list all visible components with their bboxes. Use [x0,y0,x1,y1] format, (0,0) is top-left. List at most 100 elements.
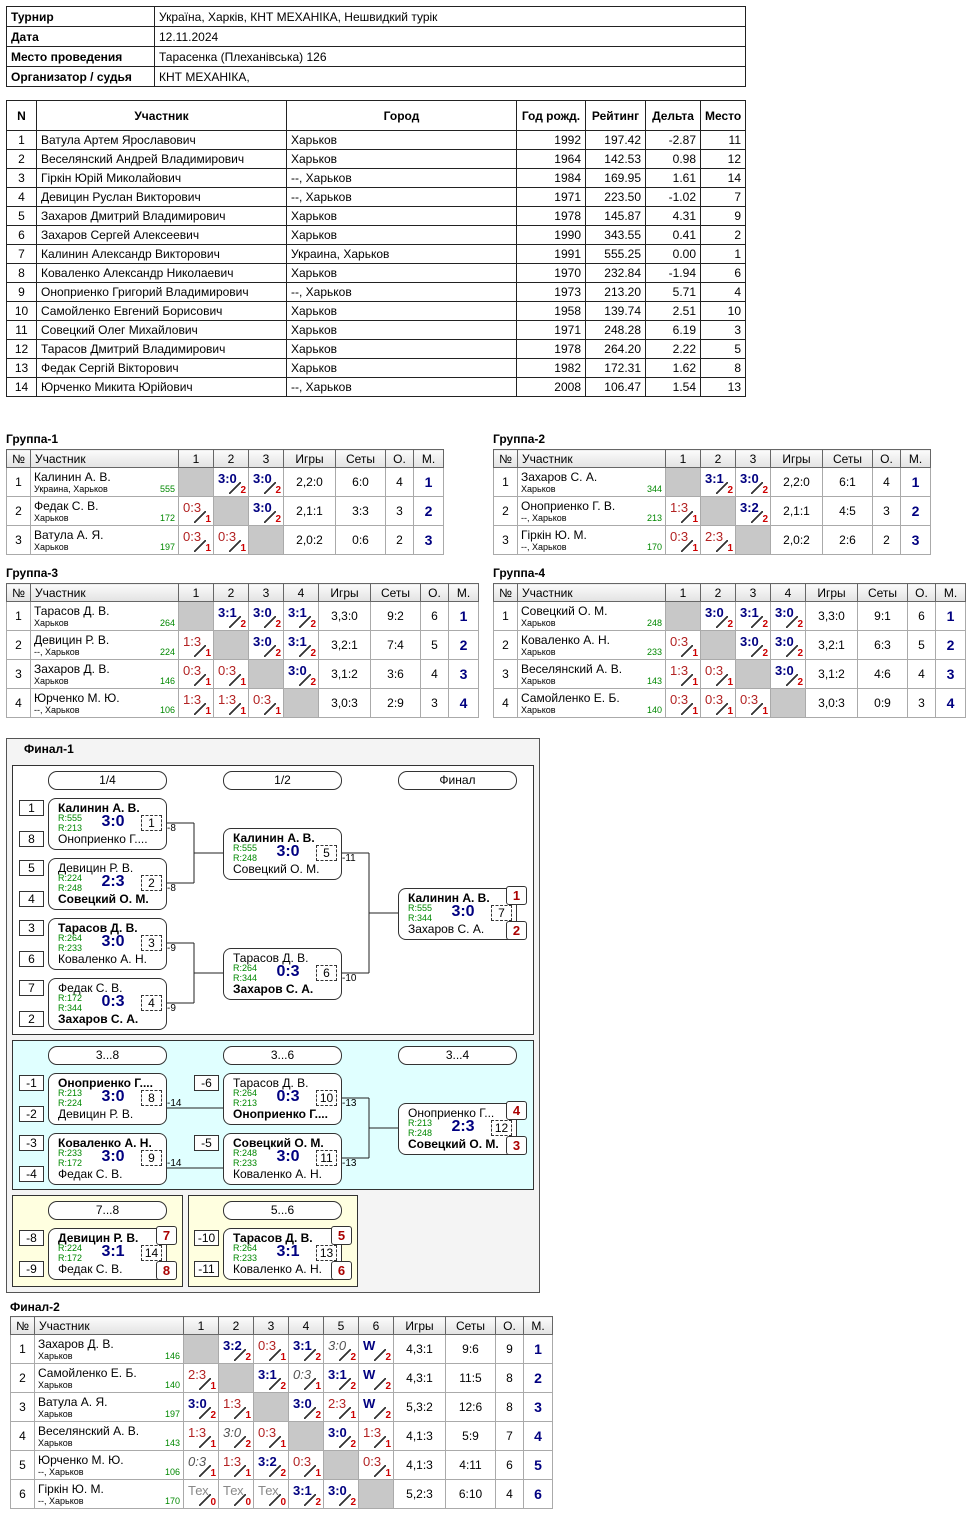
player-name: Тарасов Д. В. [58,921,138,935]
loser-destination: -8 [167,823,176,834]
match-number: 14 [141,1245,162,1261]
column-header: О. [872,449,901,468]
points: 3 [907,688,936,718]
player-rating: R:248 [233,853,258,863]
player-row: 1 Тарасов Д. В. Харьков 264 3:1 2 3:0 2 3:1 2 3,3:… [6,601,479,631]
slash [299,645,311,657]
player-city: --, Харьков [34,647,80,657]
header-row: N Участник Город Год рожд. Рейтинг Дельта Мест… [6,100,746,131]
player-row: 3 Ватула А. Я. Харьков 197 3:0 2 1:3 1 3:0 2 2:3 1 W… [10,1392,553,1422]
player-name: Тарасов Д. В. [233,951,309,965]
slash [304,1349,316,1361]
group-table: № Участник 1 2 3 Игры Сеты О. М. 1 Калинин А. В. Ук… [6,449,444,555]
match-points: 2 [240,485,246,496]
games: 3,3:0 [318,601,371,631]
player-city: Харьков [34,676,69,686]
participant-cell: --, Харьков [286,377,517,397]
player-name: Захаров С. А. [521,470,598,484]
participants-table: N Участник Город Год рожд. Рейтинг Дельта Мест… [6,100,746,397]
final-place: 2 [506,921,527,940]
loser-destination: -14 [167,1158,182,1169]
self-cell [248,525,284,555]
slash [269,1349,281,1361]
participant-cell: -1.02 [645,187,701,207]
match-points: 1 [205,706,211,717]
player-rating: R:172 [58,993,83,1003]
sets: 2:9 [370,688,421,718]
player-rating: R:264 [233,1243,258,1253]
column-header: О. [420,583,449,602]
column-header: О. [385,449,414,468]
player-row: 3 Гіркін Ю. М. --, Харьков 170 0:3 1 2:3 1 2,0:2… [493,525,931,555]
seed: -3 [19,1135,44,1151]
column-header: Год рожд. [516,100,586,131]
result-cell: 0:3 1 [700,659,736,689]
seed: -11 [194,1261,219,1277]
column-header: № [493,449,518,468]
result-cell: 0:3 1 [248,688,284,718]
participant-cell: 1970 [516,263,586,283]
player-rating: R:233 [233,1158,258,1168]
participant-cell: Захаров Дмитрий Владимирович [36,206,287,226]
slash [304,1378,316,1390]
points: 4 [495,1479,524,1509]
player-name: Юрченко М. Ю. [34,691,120,705]
result-cell: 3:1 2 [253,1363,289,1393]
match-points: 1 [692,648,698,659]
self-cell [253,1392,289,1422]
place: 4 [448,688,479,718]
games: 3,0:3 [805,688,858,718]
player-rating: R:248 [233,1148,258,1158]
match-points: 2 [762,648,768,659]
slash [199,1465,211,1477]
slash [199,1436,211,1448]
result-cell: 0:3 1 [288,1450,324,1480]
column-header: Город [286,100,517,131]
match-points: 2 [797,619,803,630]
match-points: 0 [280,1497,286,1508]
match-score: W [363,1396,376,1411]
place: 3 [900,525,931,555]
points: 9 [495,1334,524,1364]
participant-cell: 223.50 [585,187,646,207]
result-cell: 0:3 1 [665,630,701,660]
match-points: 0 [210,1497,216,1508]
slash [264,511,276,523]
slash [681,703,693,715]
self-cell [665,601,701,631]
player-name: Девицин Р. В. [58,1107,134,1121]
participant-cell: 145.87 [585,206,646,226]
player-rating: R:213 [58,1088,83,1098]
loser-destination: -9 [167,1003,176,1014]
participant-cell: 11 [6,320,37,340]
result-cell: 3:0 2 [770,630,806,660]
info-value: КНТ МЕХАНІКА, [154,66,746,87]
slash [234,1436,246,1448]
slash [264,703,276,715]
participant-row: 10 Самойленко Евгений Борисович Харьков 195… [6,301,746,321]
column-header: 2 [218,1316,254,1335]
participant-row: 5 Захаров Дмитрий Владимирович Харьков 1978… [6,206,746,226]
slash [339,1349,351,1361]
seed: -6 [194,1075,219,1091]
slash [194,645,206,657]
player-name: Совецкий О. М. [58,892,149,906]
player-number: 4 [6,688,31,718]
slash [304,1407,316,1419]
player-rating: 143 [646,676,662,686]
column-header: Игры [283,449,336,468]
participant-cell: 142.53 [585,149,646,169]
player-number: 3 [6,525,31,555]
player-name: Веселянский А. В. [521,662,623,676]
match-points: 2 [350,1439,356,1450]
slash [269,1436,281,1448]
player-city: Харьков [521,484,556,494]
slash [751,616,763,628]
seed: -9 [19,1261,44,1277]
participant-cell: 4.31 [645,206,701,226]
column-header: Место [700,100,746,131]
match-points: 2 [280,1468,286,1479]
player-rating: 106 [159,705,175,715]
slash [374,1436,386,1448]
player-row: 6 Гіркін Ю. М. --, Харьков 170 Тех 0 Тех 0 Тех 0 3… [10,1479,553,1509]
